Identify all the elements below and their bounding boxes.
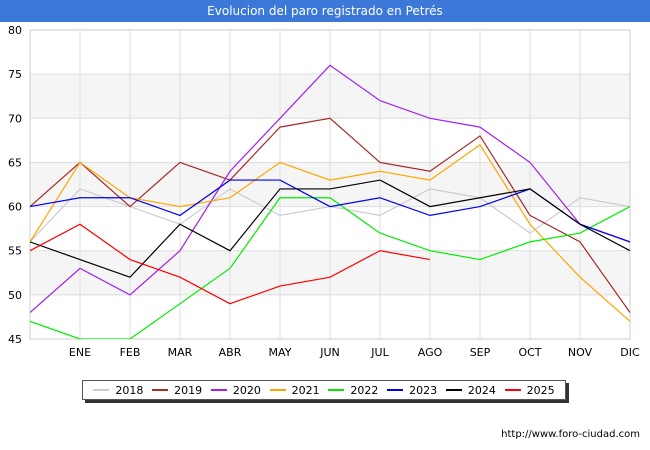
legend-label: 2022 xyxy=(350,383,379,397)
x-tick-label: NOV xyxy=(568,346,593,359)
legend-swatch xyxy=(93,389,110,391)
legend-item-2022: 2022 xyxy=(328,384,378,397)
legend-label: 2025 xyxy=(526,383,555,397)
y-tick-label: 55 xyxy=(8,245,22,258)
legend-label: 2019 xyxy=(174,383,203,397)
legend-item-2020: 2020 xyxy=(210,383,261,397)
y-tick-label: 60 xyxy=(8,201,22,214)
legend-swatch xyxy=(387,389,404,391)
series-line-2025 xyxy=(30,223,431,305)
legend-item-2018: 2018 xyxy=(93,384,143,397)
x-tick-label: DIC xyxy=(620,346,640,359)
legend-item-2021: 2021 xyxy=(269,383,320,397)
plot-border xyxy=(29,29,631,340)
x-tick-label: MAR xyxy=(168,346,193,359)
legend-swatch xyxy=(269,389,286,391)
x-tick-label: FEB xyxy=(120,346,141,359)
series-line-2020 xyxy=(30,64,630,313)
legend-swatch xyxy=(504,389,521,391)
y-tick-label: 50 xyxy=(8,289,22,302)
legend-label: 2021 xyxy=(291,383,320,397)
x-tick-label: ENE xyxy=(69,346,91,359)
x-tick-label: JUN xyxy=(319,346,340,359)
x-tick-label: SEP xyxy=(470,346,491,359)
legend-label: 2024 xyxy=(467,383,496,397)
legend-item-2023: 2023 xyxy=(387,384,437,397)
y-tick-label: 65 xyxy=(8,156,22,169)
legend-item-2025: 2025 xyxy=(504,383,555,397)
series-line-2024 xyxy=(30,179,630,278)
y-tick-label: 70 xyxy=(8,112,22,125)
series-line-2022 xyxy=(30,197,630,339)
x-tick-label: AGO xyxy=(418,346,443,359)
legend-label: 2023 xyxy=(409,383,438,397)
source-credit: http://www.foro-ciudad.com xyxy=(501,429,640,440)
legend-label: 2018 xyxy=(115,383,144,397)
x-tick-label: MAY xyxy=(269,346,292,359)
legend-swatch xyxy=(445,389,462,391)
legend-swatch xyxy=(210,389,227,391)
x-tick-label: OCT xyxy=(518,346,541,359)
chart-title: Evolucion del paro registrado en Petrés xyxy=(0,0,650,22)
legend-label: 2020 xyxy=(232,383,261,397)
series-line-2019 xyxy=(30,117,630,313)
legend-swatch xyxy=(328,389,345,391)
chart-legend: 2018 2019 2020 2021 2022 2023 2024 2025 xyxy=(82,380,566,400)
y-tick-label: 75 xyxy=(8,68,22,81)
legend-item-2024: 2024 xyxy=(445,383,496,397)
y-tick-label: 80 xyxy=(8,24,22,37)
x-tick-label: JUL xyxy=(370,346,389,359)
y-tick-label: 45 xyxy=(8,333,22,346)
legend-swatch xyxy=(152,389,169,391)
legend-item-2019: 2019 xyxy=(152,384,202,397)
x-tick-label: ABR xyxy=(219,346,242,359)
